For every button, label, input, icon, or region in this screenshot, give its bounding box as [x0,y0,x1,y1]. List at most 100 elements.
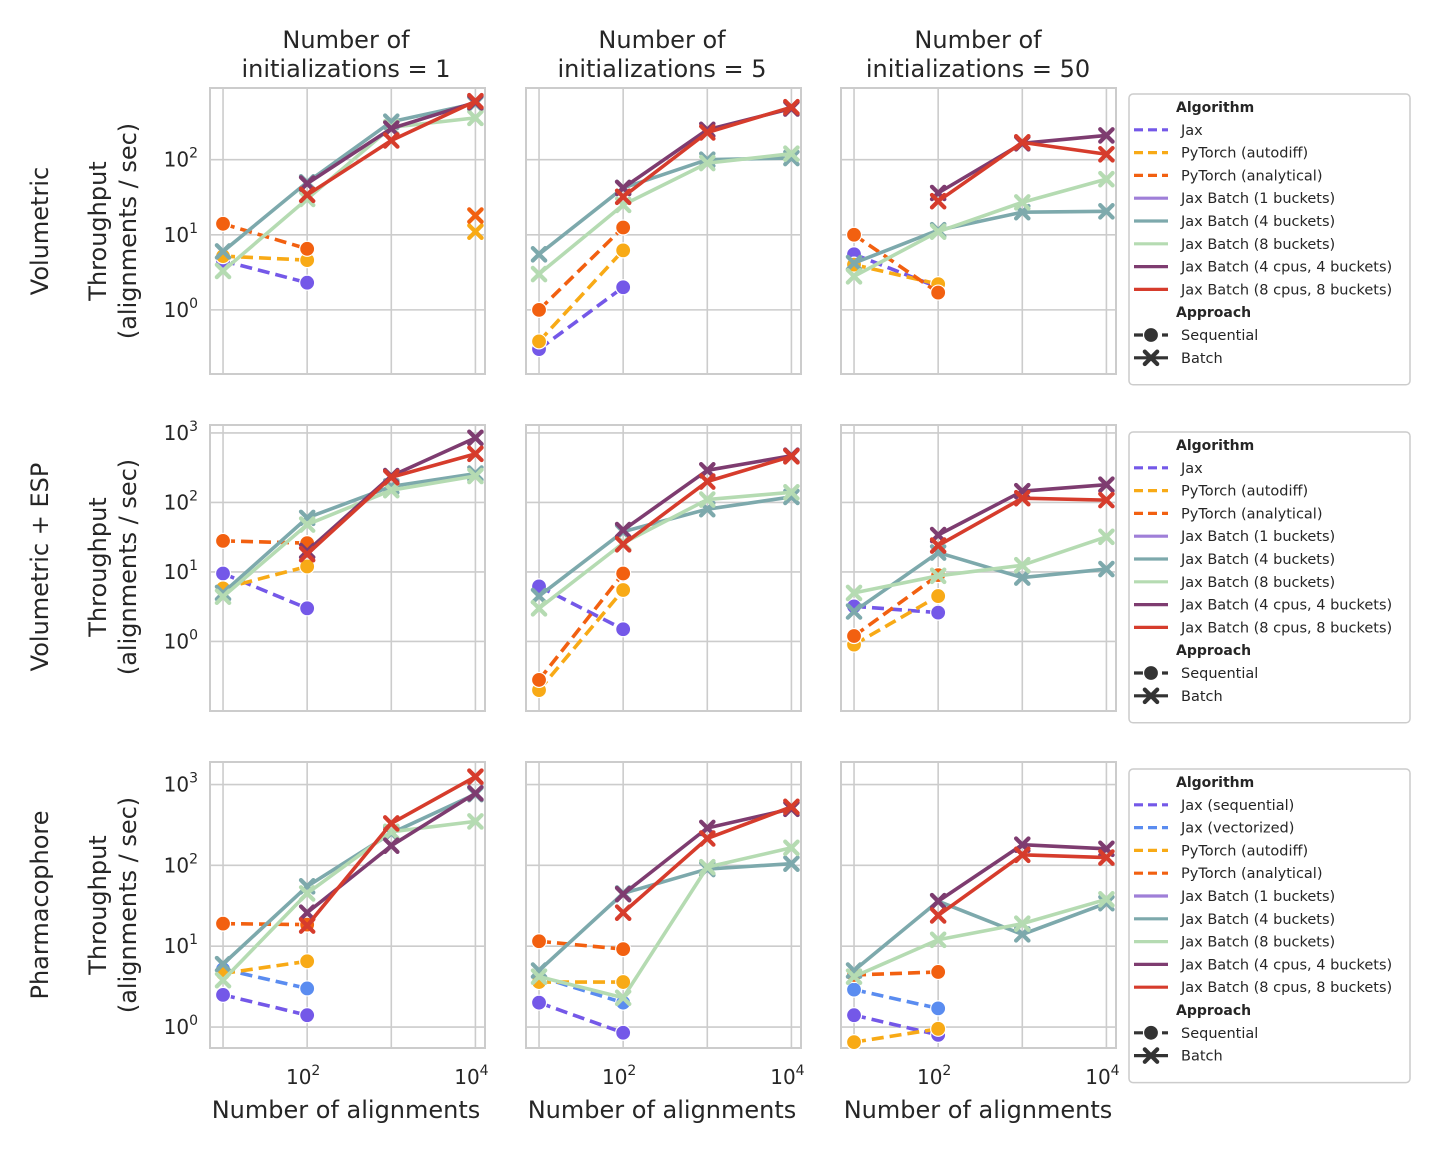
legend-row-1: Algorithm Jax PyTorch (autodiff) PyTorch (a… [1128,93,1411,386]
series-jax-batch-4-buckets-batch-marker [530,245,548,263]
series-jax-batch-8-buckets-batch-marker [467,109,484,127]
plot-area [210,88,485,374]
series-pytorch-analytical-sequential-marker [845,226,863,243]
legend-item-sequential: Sequential [1181,666,1258,682]
series-pytorch-analytical-sequential-marker [214,532,232,549]
series-jax-batch-4-buckets-batch-marker [214,955,232,973]
series-jax-batch-4-cpus-4-buckets-batch-marker [467,784,484,802]
y-tick-label: 101 [164,221,198,247]
row-label-volumetric-esp: Volumetric + ESP [26,463,54,672]
legend-frame [1128,93,1411,386]
series-jax-batch-4-cpus-4-buckets-batch-marker [382,837,400,855]
x-axis-label-col-1: Number of alignments [212,1096,481,1124]
legend-item-jax-batch-8-cpus-8-buckets: Jax Batch (8 cpus, 8 buckets) [1180,620,1392,636]
series-jax-batch-4-cpus-4-buckets-batch-marker [1098,476,1115,493]
legend-item-sequential: Sequential [1181,328,1258,344]
series-jax-batch-4-buckets-batch-marker [845,603,863,620]
series-jax-batch-8-buckets-batch [530,839,800,1007]
series-jax-batch-4-buckets-batch-line [221,101,476,253]
y-axis-label-row-2: Throughput (alignments / sec) [84,459,142,675]
series-pytorch-autodiff-sequential-marker [615,242,632,259]
series-jax-sequential-marker [930,604,947,621]
series-jax-batch-8-cpus-8-buckets-batch-marker [929,537,947,554]
series-jax-batch-8-cpus-8-buckets-batch [929,489,1115,554]
series-jax-batch-8-buckets-batch-marker [698,154,716,172]
series-jax-batch-8-buckets-batch [845,891,1115,985]
legend-item-batch: Batch [1181,689,1223,705]
series-jax-batch-4-buckets-batch-line [852,899,1108,972]
series-jax-batch-8-cpus-8-buckets-batch [929,134,1115,210]
series-pytorch-autodiff-sequential [214,558,316,597]
legend-item-jax-batch-1-buckets: Jax Batch (1 buckets) [1180,889,1335,905]
plot-frame [840,761,1117,1049]
series-jax-batch-8-buckets-batch-marker [530,265,548,283]
series-jax-batch-4-buckets-batch-marker [214,584,232,602]
legend-item-jax-batch-8-buckets: Jax Batch (8 buckets) [1180,575,1335,591]
series-pytorch-autodiff-sequential-marker [930,1020,947,1037]
series-jax-batch-8-buckets-batch-line [537,151,792,276]
series-jax-batch-8-buckets-batch-marker [783,145,800,163]
legend-item-jax-batch-4-cpus-4-buckets: Jax Batch (4 cpus, 4 buckets) [1180,260,1392,276]
legend-item-jax-batch-8-buckets: Jax Batch (8 buckets) [1180,237,1335,253]
series-jax-batch-8-cpus-8-buckets-batch-marker [1013,134,1031,151]
series-jax-batch-8-buckets-batch-marker [1098,170,1115,188]
series-jax-batch-8-buckets-batch [845,528,1115,602]
panel-pharmacophore-col-3: 102 104 [840,761,1120,1089]
legend-item-pytorch-autodiff: PyTorch (autodiff) [1181,146,1308,162]
series-jax-batch-8-cpus-8-buckets-batch-marker [467,92,484,110]
series-jax-sequential-sequential-line [538,1000,624,1035]
column-title-1-line-2: initializations = 1 [241,55,450,83]
series-jax-batch-8-buckets-batch-marker [783,839,800,857]
series-jax-batch-8-cpus-8-buckets-batch-marker [614,535,632,553]
series-jax-batch-8-cpus-8-buckets-batch-marker [298,917,316,934]
series-jax-sequential-sequential-line [853,1013,939,1037]
legend-algorithm-title: Algorithm [1176,438,1254,454]
series-jax-batch-8-cpus-8-buckets-batch [298,768,484,934]
series-jax-batch-4-cpus-4-buckets-batch-marker [298,175,316,192]
series-jax-batch-4-cpus-4-buckets-batch-marker [614,885,632,903]
legend-item-pytorch-autodiff: PyTorch (autodiff) [1181,484,1308,500]
legend-approach-title: Approach [1176,1003,1251,1019]
series-pytorch-autodiff-sequential-line [853,594,940,647]
series-jax-batch-8-cpus-8-buckets-batch [929,846,1115,924]
series-jax-batch-8-buckets-batch-marker [845,267,863,285]
series-jax-batch-4-cpus-4-buckets-batch-marker [467,429,484,447]
series-jax-batch-8-cpus-8-buckets-batch-marker [783,448,800,465]
legend-approach-title: Approach [1176,305,1251,321]
legend-item-jax-vectorized: Jax (vectorized) [1180,821,1294,837]
series-jax-batch-8-buckets-batch-marker [783,483,800,501]
series-jax-sequential-line [222,259,308,285]
series-jax-batch-8-buckets-batch-marker [467,467,484,485]
series-jax-batch-8-cpus-8-buckets-batch-marker [783,798,800,816]
series-jax-sequential-sequential-marker [299,1007,316,1024]
legend-sequential-marker [1142,664,1160,682]
series-pytorch-autodiff-sequential-marker [530,333,548,350]
y-axis-labels: Throughput (alignments / sec) Throughput… [84,123,142,1013]
series-jax-batch-8-cpus-8-buckets-batch [614,798,800,921]
y-tick-label: 100 [164,296,198,322]
legend-row-2: Algorithm Jax PyTorch (autodiff) PyTorch (a… [1128,431,1411,724]
series-pytorch-autodiff-sequential-marker [845,1034,863,1051]
series-pytorch-analytical-sequential-line [853,970,939,977]
panel-volumetric-col-1: 100 101 102 [164,87,486,375]
series-jax-batch-4-buckets-batch-line [221,471,476,595]
series-pytorch-autodiff-sequential-line [222,959,308,976]
series-pytorch-autodiff-sequential-line [222,254,308,262]
panel-volumetric-col-2 [525,87,802,375]
series-jax-sequential-sequential [214,986,316,1024]
series-pytorch-analytical-sequential-marker [530,933,548,950]
series-jax-batch-8-buckets-batch-marker [298,190,316,208]
series-jax-vectorized-sequential-line [222,967,308,991]
plot-area [210,762,485,1048]
series-pytorch-analytical-sequential-marker [299,240,316,257]
series-jax-batch-8-buckets-batch-marker [929,223,947,240]
series-jax-batch-8-cpus-8-buckets-batch-marker [298,545,316,563]
legend-item-batch: Batch [1181,351,1223,367]
legend-item-jax-batch-4-buckets: Jax Batch (4 buckets) [1180,912,1335,928]
series-jax-batch-8-cpus-8-buckets-batch [298,92,484,204]
series-jax-batch-8-buckets-batch-marker [214,262,232,280]
legend-item-jax-batch-8-cpus-8-buckets: Jax Batch (8 cpus, 8 buckets) [1180,282,1392,298]
series-pytorch-autodiff-sequential-marker [299,953,316,970]
series-jax-sequential-sequential-marker [214,986,232,1003]
series-jax-batch-8-buckets-batch-marker [1013,915,1031,932]
